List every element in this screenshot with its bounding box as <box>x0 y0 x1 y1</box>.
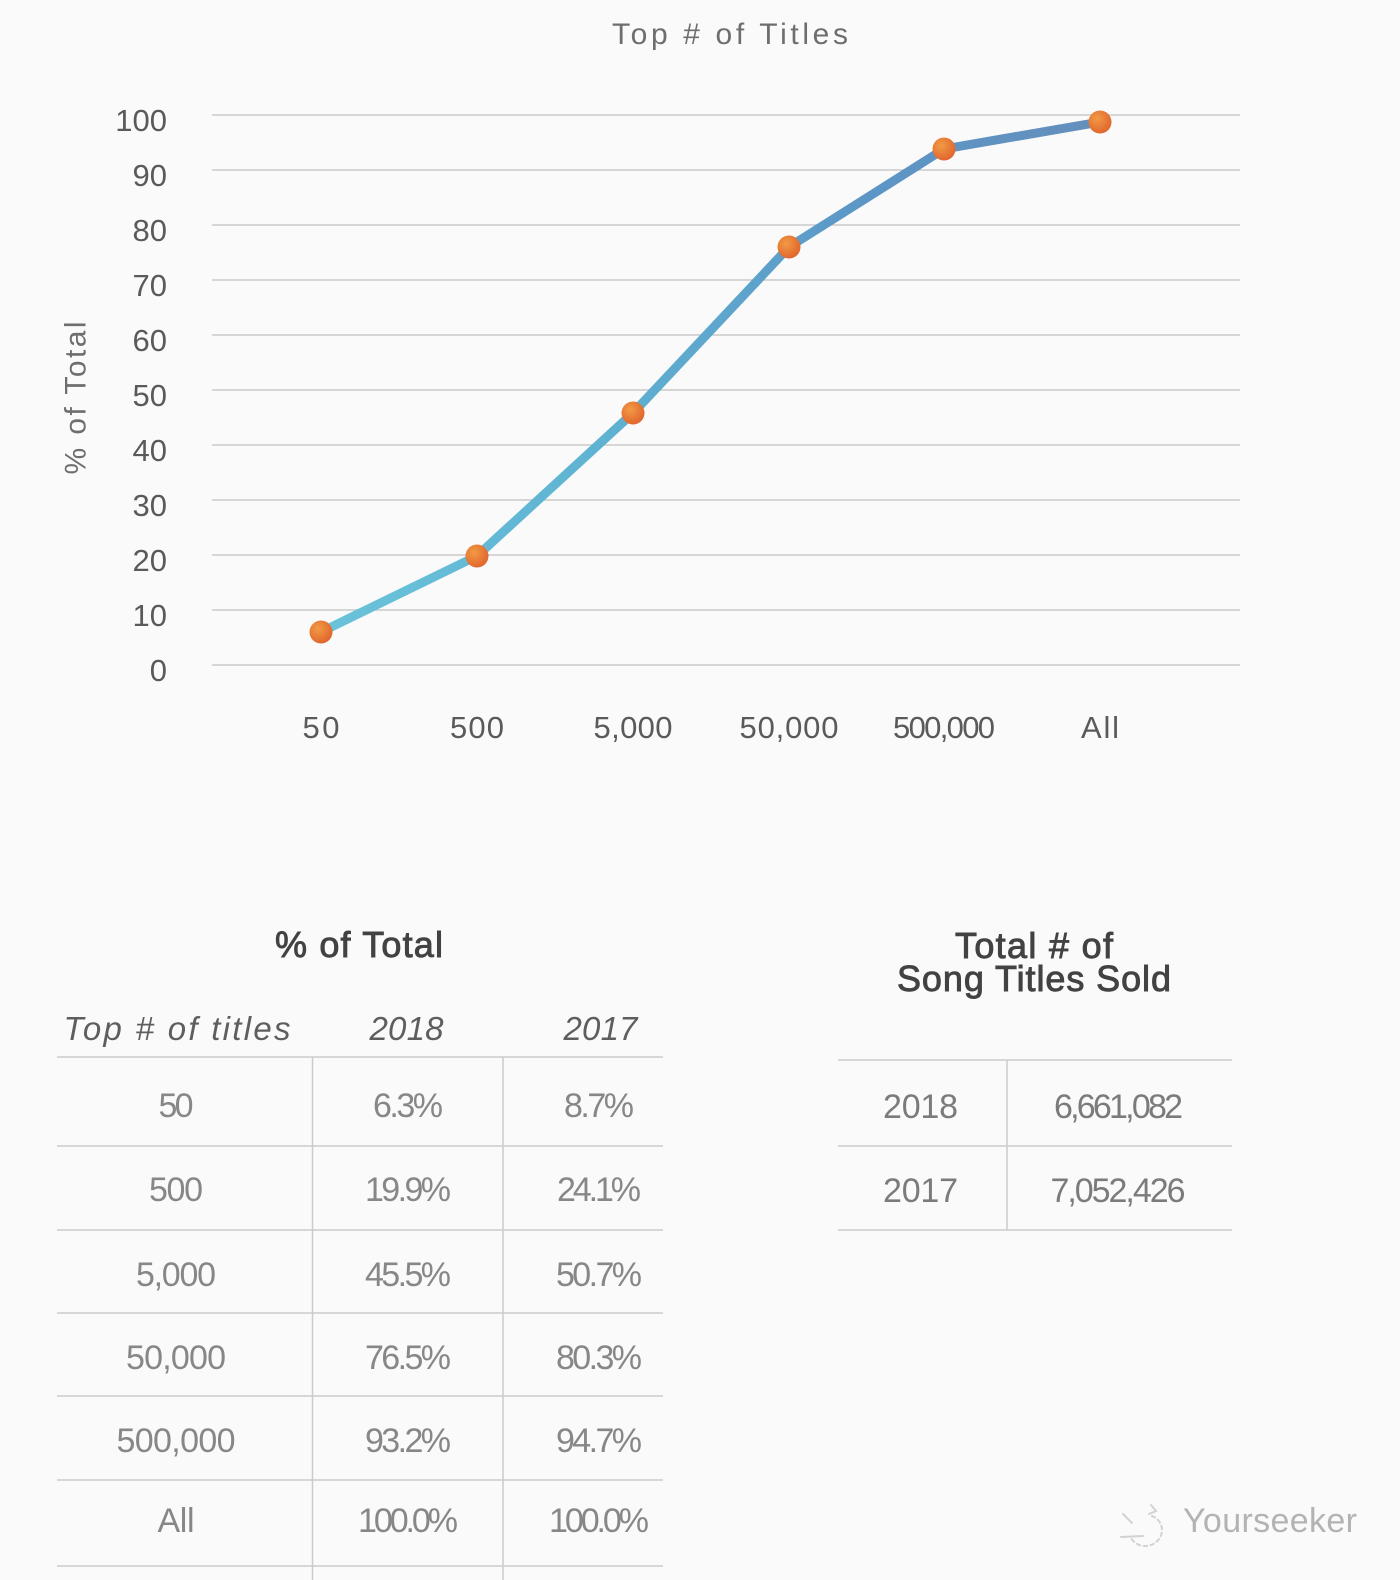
svg-text:40: 40 <box>133 433 167 468</box>
svg-text:6.3%: 6.3% <box>373 1087 443 1125</box>
svg-text:500: 500 <box>450 710 504 745</box>
svg-text:24.1%: 24.1% <box>557 1171 641 1209</box>
svg-text:80: 80 <box>133 213 167 248</box>
svg-text:Top # of Titles: Top # of Titles <box>612 18 848 51</box>
svg-text:100.0%: 100.0% <box>549 1502 649 1540</box>
svg-text:% of Total: % of Total <box>60 322 93 475</box>
svg-text:60: 60 <box>133 323 167 358</box>
svg-text:All: All <box>1081 710 1119 745</box>
svg-text:Yourseeker: Yourseeker <box>1183 1502 1357 1540</box>
svg-text:90: 90 <box>133 158 167 193</box>
svg-text:Total # of: Total # of <box>955 925 1114 966</box>
svg-text:500,000: 500,000 <box>117 1422 236 1460</box>
svg-text:Song Titles Sold: Song Titles Sold <box>897 958 1171 999</box>
svg-text:93.2%: 93.2% <box>365 1422 451 1460</box>
svg-text:70: 70 <box>133 268 167 303</box>
svg-text:7,052,426: 7,052,426 <box>1051 1172 1186 1210</box>
svg-text:All: All <box>158 1502 195 1540</box>
svg-text:2017: 2017 <box>563 1010 640 1047</box>
svg-text:500,000: 500,000 <box>893 710 995 745</box>
svg-text:8.7%: 8.7% <box>564 1087 634 1125</box>
svg-text:76.5%: 76.5% <box>365 1339 451 1377</box>
svg-text:5,000: 5,000 <box>594 710 673 745</box>
svg-text:20: 20 <box>133 543 167 578</box>
svg-text:0: 0 <box>150 653 167 688</box>
svg-text:45.5%: 45.5% <box>365 1256 451 1294</box>
svg-text:5,000: 5,000 <box>136 1256 216 1294</box>
svg-text:80.3%: 80.3% <box>556 1339 642 1377</box>
svg-text:% of Total: % of Total <box>275 924 443 965</box>
svg-text:30: 30 <box>133 488 167 523</box>
svg-text:50.7%: 50.7% <box>556 1256 642 1294</box>
svg-text:Top # of titles: Top # of titles <box>64 1010 291 1047</box>
svg-text:50: 50 <box>303 710 340 745</box>
svg-text:19.9%: 19.9% <box>365 1171 451 1209</box>
svg-text:100.0%: 100.0% <box>358 1502 458 1540</box>
svg-text:2018: 2018 <box>883 1088 958 1126</box>
svg-text:50: 50 <box>159 1087 194 1125</box>
svg-text:100: 100 <box>115 103 167 138</box>
svg-text:50: 50 <box>133 378 167 413</box>
svg-text:2017: 2017 <box>883 1172 958 1210</box>
svg-text:2018: 2018 <box>369 1010 445 1047</box>
svg-text:50,000: 50,000 <box>126 1339 226 1377</box>
svg-text:10: 10 <box>133 598 167 633</box>
svg-text:500: 500 <box>149 1171 203 1209</box>
svg-text:6,661,082: 6,661,082 <box>1054 1088 1183 1126</box>
svg-text:50,000: 50,000 <box>740 710 839 745</box>
svg-text:94.7%: 94.7% <box>556 1422 642 1460</box>
